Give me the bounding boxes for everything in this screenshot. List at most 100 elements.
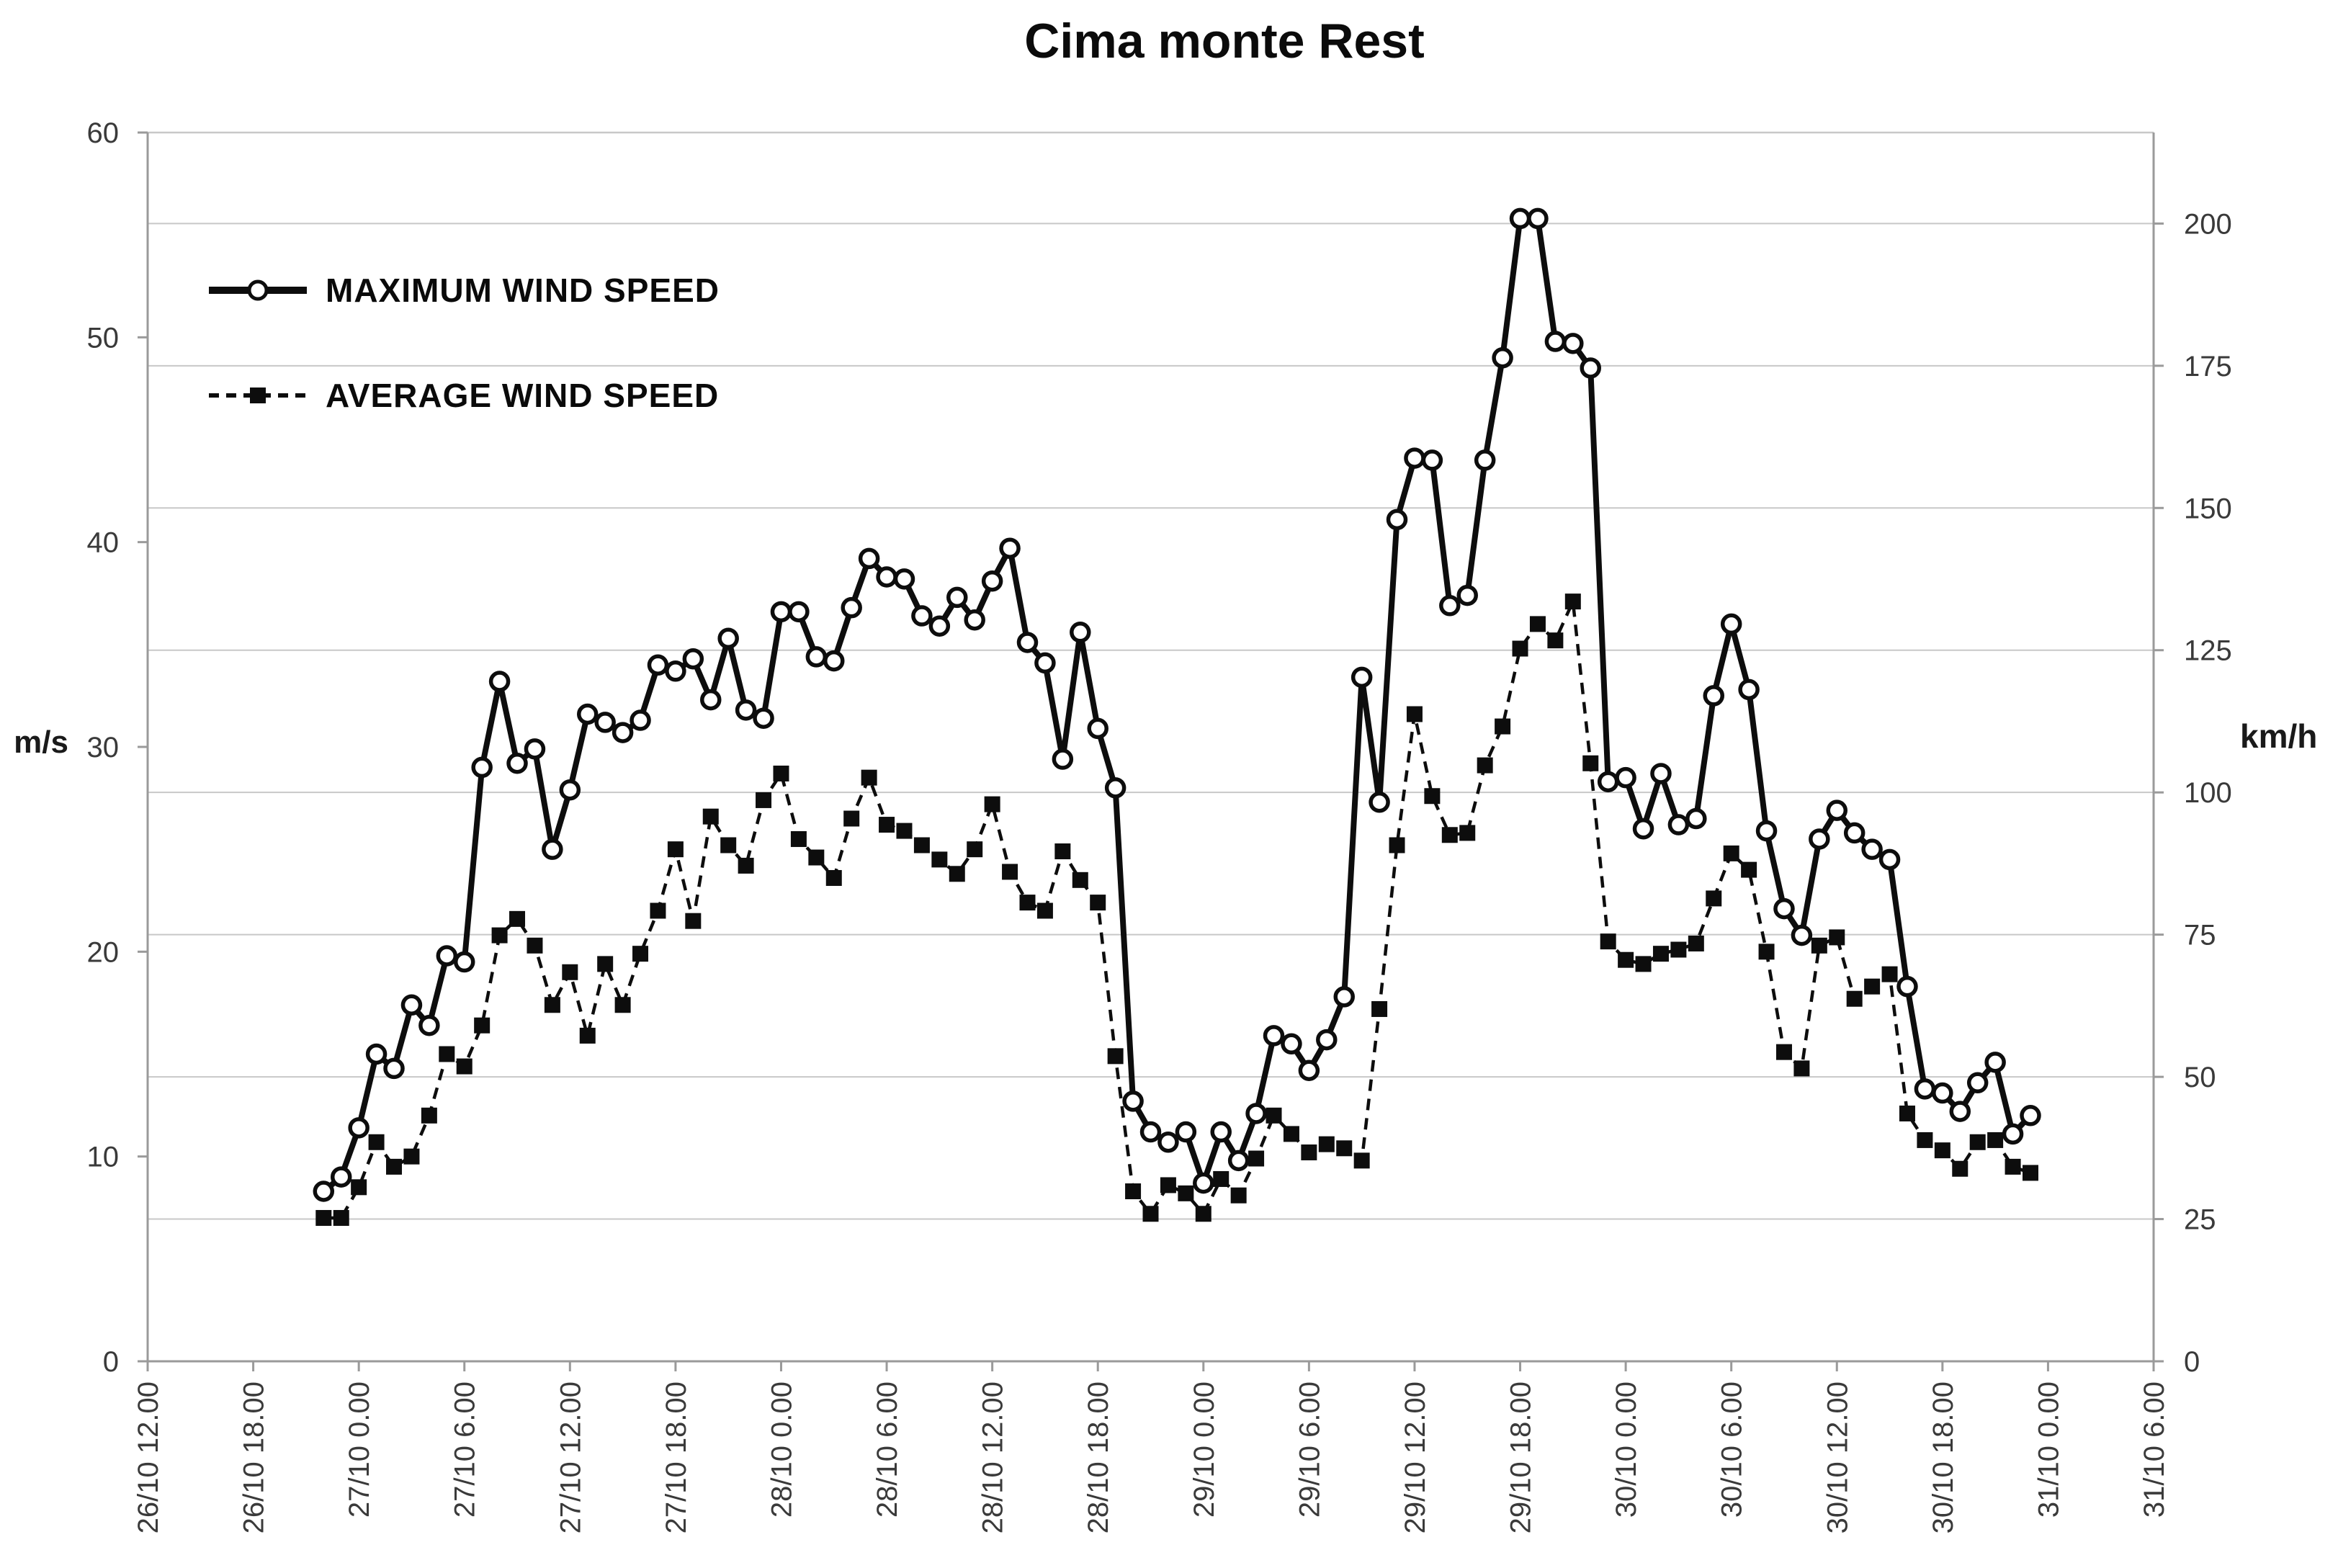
avg-data-point-marker bbox=[1072, 872, 1088, 888]
max-data-point-marker bbox=[594, 712, 616, 733]
avg-data-point-marker bbox=[1934, 1142, 1950, 1159]
avg-data-point-marker bbox=[509, 910, 526, 927]
max-data-point-marker bbox=[682, 648, 704, 670]
avg-data-point-marker bbox=[597, 956, 614, 972]
x-axis-tick-label: 26/10 18.00 bbox=[238, 1381, 270, 1533]
avg-data-point-marker bbox=[1969, 1134, 1986, 1150]
max-data-point-marker bbox=[999, 537, 1021, 559]
avg-data-point-marker bbox=[825, 869, 842, 886]
max-data-point-marker bbox=[330, 1166, 352, 1188]
avg-wind-speed-line-sample-icon bbox=[209, 387, 307, 403]
avg-data-point-marker bbox=[913, 837, 930, 854]
left-axis-unit-label: m/s bbox=[14, 725, 68, 760]
avg-data-point-marker bbox=[1600, 933, 1616, 950]
x-axis-tick-label: 27/10 18.00 bbox=[660, 1381, 692, 1533]
avg-data-point-marker bbox=[1160, 1177, 1176, 1193]
max-data-point-marker bbox=[1369, 792, 1390, 813]
avg-data-point-marker bbox=[879, 817, 895, 833]
legend-label-maximum: MAXIMUM WIND SPEED bbox=[326, 272, 720, 309]
x-axis-tick-label: 27/10 0.00 bbox=[344, 1381, 375, 1518]
avg-data-point-marker bbox=[1002, 864, 1018, 880]
x-axis-tick-label: 30/10 0.00 bbox=[1611, 1381, 1642, 1518]
max-data-point-marker bbox=[576, 703, 599, 725]
avg-data-point-marker bbox=[421, 1107, 437, 1124]
avg-data-point-marker bbox=[967, 841, 983, 858]
avg-data-point-marker bbox=[1019, 895, 1036, 911]
avg-data-point-marker bbox=[667, 841, 684, 858]
max-data-point-marker bbox=[1210, 1121, 1232, 1143]
x-axis-tick-label: 29/10 18.00 bbox=[1505, 1381, 1537, 1533]
chart-title: Cima monte Rest bbox=[1024, 14, 1425, 68]
max-data-point-marker bbox=[1439, 595, 1461, 617]
avg-data-point-marker bbox=[1723, 845, 1739, 861]
max-data-point-marker bbox=[735, 699, 757, 721]
max-data-point-marker bbox=[313, 1181, 335, 1202]
max-data-point-marker bbox=[1386, 509, 1408, 531]
avg-data-point-marker bbox=[1635, 956, 1652, 972]
max-data-point-marker bbox=[488, 671, 511, 692]
max-data-point-marker bbox=[1597, 771, 1619, 793]
max-data-point-marker bbox=[400, 994, 423, 1016]
avg-data-point-marker bbox=[1142, 1206, 1159, 1222]
max-data-point-marker bbox=[506, 752, 528, 774]
avg-data-point-marker bbox=[1582, 755, 1599, 771]
avg-data-point-marker bbox=[931, 851, 948, 868]
avg-data-point-marker bbox=[1178, 1185, 1194, 1201]
avg-data-point-marker bbox=[1213, 1170, 1230, 1187]
x-axis-tick-label: 31/10 6.00 bbox=[2138, 1381, 2170, 1518]
legend-item-average: AVERAGE WIND SPEED bbox=[207, 373, 720, 418]
left-axis-tick-label: 50 bbox=[87, 322, 120, 354]
max-data-point-marker bbox=[630, 709, 651, 731]
x-axis-tick-label: 26/10 12.00 bbox=[133, 1381, 164, 1533]
max-data-point-marker bbox=[1703, 685, 1725, 707]
max-data-point-marker bbox=[1826, 799, 1848, 821]
avg-data-point-marker bbox=[1283, 1126, 1299, 1142]
avg-data-point-marker bbox=[808, 849, 825, 866]
max-data-point-marker bbox=[2020, 1105, 2041, 1126]
max-data-point-marker bbox=[2002, 1123, 2024, 1145]
avg-data-point-marker bbox=[474, 1017, 491, 1034]
avg-data-point-marker bbox=[403, 1148, 420, 1165]
x-axis-tick-label: 28/10 0.00 bbox=[766, 1381, 797, 1518]
max-data-point-marker bbox=[1157, 1132, 1179, 1153]
max-data-point-marker bbox=[418, 1014, 440, 1036]
avg-data-point-marker bbox=[1389, 837, 1405, 854]
max-data-point-marker bbox=[383, 1057, 405, 1080]
legend-item-maximum: MAXIMUM WIND SPEED bbox=[207, 268, 720, 313]
avg-data-point-marker bbox=[720, 837, 737, 854]
max-data-point-marker bbox=[1650, 763, 1672, 784]
avg-data-point-marker bbox=[1987, 1132, 2004, 1148]
avg-data-point-marker bbox=[1406, 706, 1423, 722]
max-data-point-marker bbox=[1562, 333, 1584, 354]
right-axis-unit-label: km/h bbox=[2240, 717, 2318, 755]
avg-data-point-marker bbox=[861, 769, 877, 786]
max-data-point-marker bbox=[1087, 717, 1108, 740]
avg-data-point-marker bbox=[1758, 944, 1775, 960]
avg-data-point-marker bbox=[1899, 1105, 1915, 1121]
avg-data-point-marker bbox=[386, 1158, 403, 1175]
max-data-point-marker bbox=[1720, 613, 1742, 635]
max-data-point-marker bbox=[1809, 828, 1830, 850]
avg-data-point-marker bbox=[351, 1179, 367, 1196]
avg-data-point-marker bbox=[1917, 1132, 1933, 1148]
right-axis-tick-label: 200 bbox=[2184, 208, 2232, 240]
max-data-point-marker bbox=[1544, 331, 1567, 352]
avg-data-point-marker bbox=[1670, 941, 1687, 958]
max-data-point-marker bbox=[612, 722, 634, 743]
avg-data-point-marker bbox=[2022, 1165, 2038, 1181]
avg-data-point-marker bbox=[1688, 935, 1704, 951]
max-wind-speed-line-sample-icon bbox=[209, 279, 307, 301]
max-data-point-marker bbox=[1034, 652, 1056, 674]
max-data-point-marker bbox=[700, 689, 722, 711]
max-data-point-marker bbox=[1139, 1121, 1162, 1143]
max-data-point-marker bbox=[1667, 814, 1690, 835]
avg-data-point-marker bbox=[562, 964, 578, 980]
avg-data-point-marker bbox=[491, 927, 508, 944]
left-axis-tick-label: 30 bbox=[87, 732, 120, 763]
avg-data-point-marker bbox=[702, 808, 719, 825]
right-axis-tick-label: 150 bbox=[2184, 493, 2232, 524]
max-data-point-marker bbox=[1685, 807, 1707, 830]
x-axis-tick-label: 29/10 6.00 bbox=[1294, 1381, 1325, 1518]
max-data-point-marker bbox=[453, 951, 475, 973]
